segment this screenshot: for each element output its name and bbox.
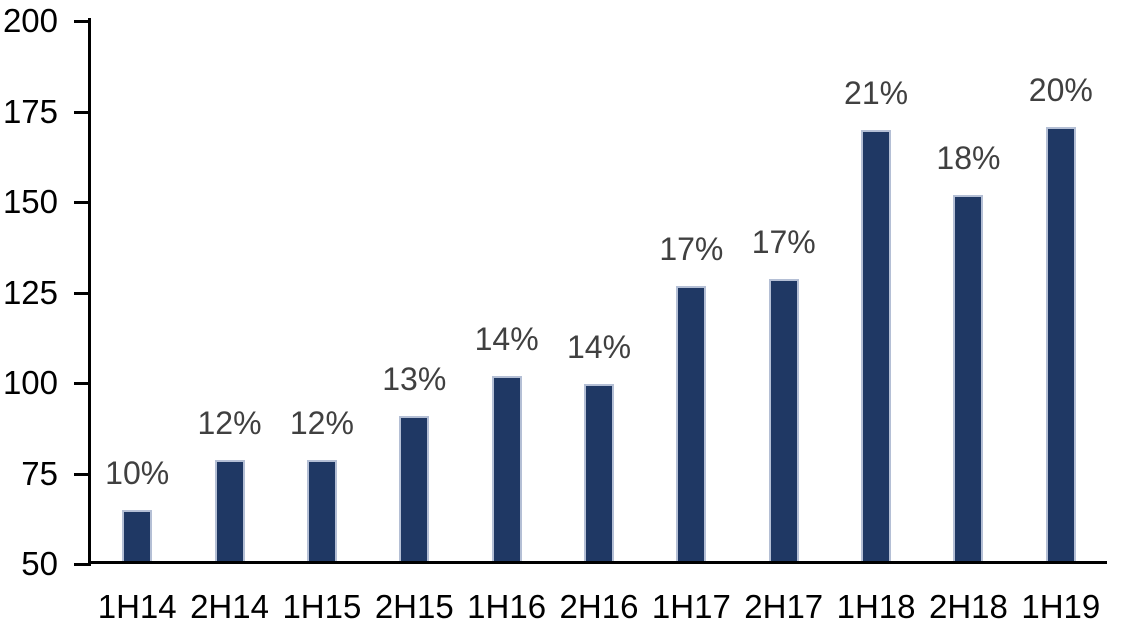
plot-area: 10% 12% 12% 13% 14% 14% 17% 17% 21% 18% 20%: [88, 18, 1107, 564]
bar-2H17: [768, 278, 799, 561]
y-axis-tick-label: 100: [2, 364, 58, 401]
x-axis-tick-label: 1H17: [651, 588, 731, 625]
bar-data-label: 13%: [382, 361, 447, 398]
bar-2H16: [584, 383, 614, 561]
x-axis-tick-label: 1H18: [836, 588, 916, 625]
bar-2H14: [214, 459, 245, 561]
x-axis-tick-label: 1H19: [1021, 588, 1101, 625]
bar-data-label: 14%: [474, 321, 539, 358]
x-axis-tick-label: 1H14: [97, 588, 177, 625]
y-axis-tick: [74, 291, 91, 295]
bar-data-label: 17%: [751, 223, 816, 260]
bar-1H17: [676, 285, 707, 561]
bar-data-label: 12%: [197, 404, 262, 441]
y-axis-tick-label: 200: [2, 2, 58, 39]
x-axis-tick-label: 2H16: [559, 588, 639, 625]
y-axis-tick: [74, 382, 91, 385]
x-axis-tick-label: 2H17: [744, 588, 824, 625]
bar-1H16: [491, 376, 522, 561]
bar-2H15: [399, 416, 430, 561]
x-axis-tick-label: 2H18: [929, 588, 1008, 625]
y-axis-tick-label: 175: [2, 92, 58, 130]
y-axis-tick-label: 50: [21, 545, 58, 582]
y-axis-tick-label: 125: [2, 273, 58, 311]
bar-data-label: 17%: [659, 230, 724, 267]
y-axis-tick: [74, 563, 91, 566]
bar-data-label: 21%: [844, 75, 909, 112]
y-axis-tick: [74, 20, 91, 23]
y-axis-tick: [74, 201, 91, 204]
bar-data-label: 14%: [566, 328, 632, 365]
y-axis-tick: [74, 110, 91, 114]
y-axis-tick: [74, 472, 91, 476]
x-axis-tick-label: 2H15: [374, 588, 454, 625]
bar-data-label: 18%: [936, 140, 1001, 177]
bar-1H19: [1045, 126, 1076, 561]
bar-data-label: 10%: [105, 455, 170, 492]
bar-1H15: [306, 459, 337, 561]
y-axis-tick-label: 75: [21, 454, 58, 492]
bar-2H18: [953, 195, 984, 561]
bar-1H14: [122, 510, 153, 561]
bar-data-label: 20%: [1028, 71, 1093, 108]
y-axis-tick-label: 150: [2, 183, 58, 220]
x-axis-tick-label: 2H14: [190, 588, 269, 625]
x-axis-tick-label: 1H16: [467, 588, 547, 625]
bar-1H18: [861, 130, 892, 561]
bar-data-label: 12%: [289, 404, 354, 441]
x-axis-tick-label: 1H15: [282, 588, 362, 625]
